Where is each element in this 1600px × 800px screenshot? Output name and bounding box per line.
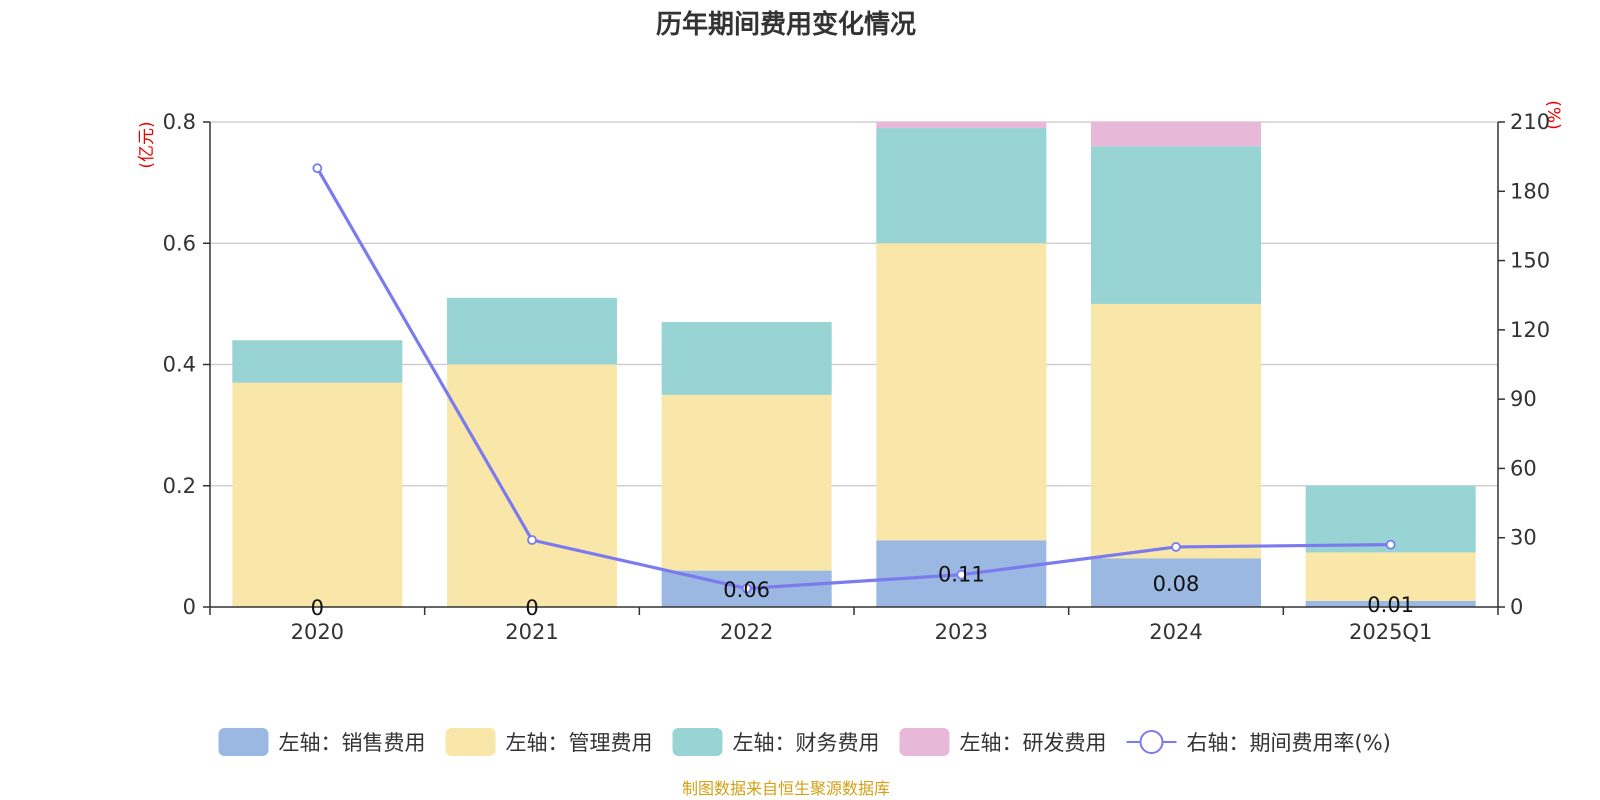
left-tick-label: 0.2: [163, 474, 196, 498]
right-tick-label: 90: [1510, 387, 1537, 411]
right-axis-ticks: 0 30 60 90 120 150 180 210: [1498, 110, 1550, 619]
sales-data-label: 0.06: [723, 578, 770, 602]
legend-marker-icon: [1139, 730, 1164, 754]
sales-data-label: 0.08: [1153, 572, 1200, 596]
left-tick-label: 0.4: [163, 353, 196, 377]
right-tick-label: 180: [1510, 179, 1550, 203]
right-tick-label: 150: [1510, 249, 1550, 273]
left-tick-label: 0.6: [163, 231, 196, 255]
bar-segment-2: [1091, 303, 1261, 559]
bar-segment-1: [1091, 558, 1261, 607]
left-tick-label: 0.8: [163, 110, 196, 134]
source-note: 制图数据来自恒生聚源数据库: [682, 779, 890, 798]
x-axis-labels: 2020 2021 2022 2023 2024 2025Q1: [291, 620, 1433, 644]
rate-point: [312, 163, 323, 174]
x-tick-label: 2025Q1: [1349, 620, 1432, 644]
legend-label-2: 左轴：管理费用: [506, 731, 653, 755]
rate-point: [1171, 542, 1181, 552]
rate-point: [1385, 539, 1396, 550]
right-tick-label: 120: [1510, 318, 1550, 342]
bar-segment-4: [1091, 122, 1261, 147]
rate-line: [315, 167, 1391, 591]
legend: 左轴：销售费用 左轴：管理费用 左轴：财务费用 左轴：研发费用 右轴：期间费用率(%): [218, 728, 1391, 756]
bar-series: [232, 122, 1476, 607]
data-labels: 0 0 0.06 0.11 0.08 0.01: [311, 563, 1414, 620]
x-tick-label: 2020: [291, 620, 344, 644]
right-tick-label: 60: [1510, 456, 1537, 480]
bar-segment-2: [876, 243, 1047, 541]
chart-title: 历年期间费用变化情况: [656, 9, 916, 40]
x-tick-label: 2022: [720, 620, 773, 644]
legend-label-1: 左轴：销售费用: [279, 731, 426, 755]
left-axis-unit: (亿元): [137, 121, 157, 168]
bar-segment-2: [447, 364, 617, 607]
rate-point: [741, 583, 752, 594]
x-tick-label: 2023: [935, 620, 988, 644]
bar-segment-2: [661, 394, 832, 571]
legend-label-3: 左轴：财务费用: [733, 731, 880, 755]
rate-point: [527, 535, 537, 545]
x-tick-label: 2024: [1149, 620, 1202, 644]
right-tick-label: 0: [1510, 595, 1523, 619]
right-tick-label: 30: [1510, 526, 1537, 550]
bar-segment-3: [876, 128, 1047, 244]
left-tick-label: 0: [183, 595, 196, 619]
gridlines: [210, 121, 1498, 487]
left-axis-ticks: 0 0.2 0.4 0.6 0.8: [163, 110, 210, 619]
axes: [209, 122, 1499, 615]
bar-segment-3: [232, 340, 403, 383]
bar-segment-1: [1305, 600, 1476, 607]
right-axis-unit: (%): [1543, 100, 1563, 129]
legend-swatch-3: [672, 728, 723, 756]
bar-segment-2: [232, 382, 403, 607]
legend-swatch-2: [445, 728, 496, 756]
legend-label-4: 左轴：研发费用: [960, 731, 1107, 755]
legend-label-5: 右轴：期间费用率(%): [1187, 731, 1391, 755]
line-series: [312, 163, 1396, 594]
bar-segment-3: [661, 322, 832, 395]
sales-data-label: 0.01: [1367, 593, 1414, 617]
legend-swatch-1: [218, 728, 269, 756]
bar-segment-2: [1305, 552, 1476, 601]
x-tick-label: 2021: [505, 620, 558, 644]
bar-segment-4: [876, 122, 1047, 129]
sales-data-label: 0: [525, 596, 538, 620]
bar-segment-3: [1091, 146, 1261, 304]
legend-swatch-4: [899, 728, 950, 756]
bar-segment-3: [447, 297, 617, 365]
sales-data-label: 0: [311, 596, 324, 620]
rate-point: [956, 569, 967, 580]
right-tick-label: 210: [1510, 110, 1550, 134]
sales-data-label: 0.11: [938, 563, 985, 587]
